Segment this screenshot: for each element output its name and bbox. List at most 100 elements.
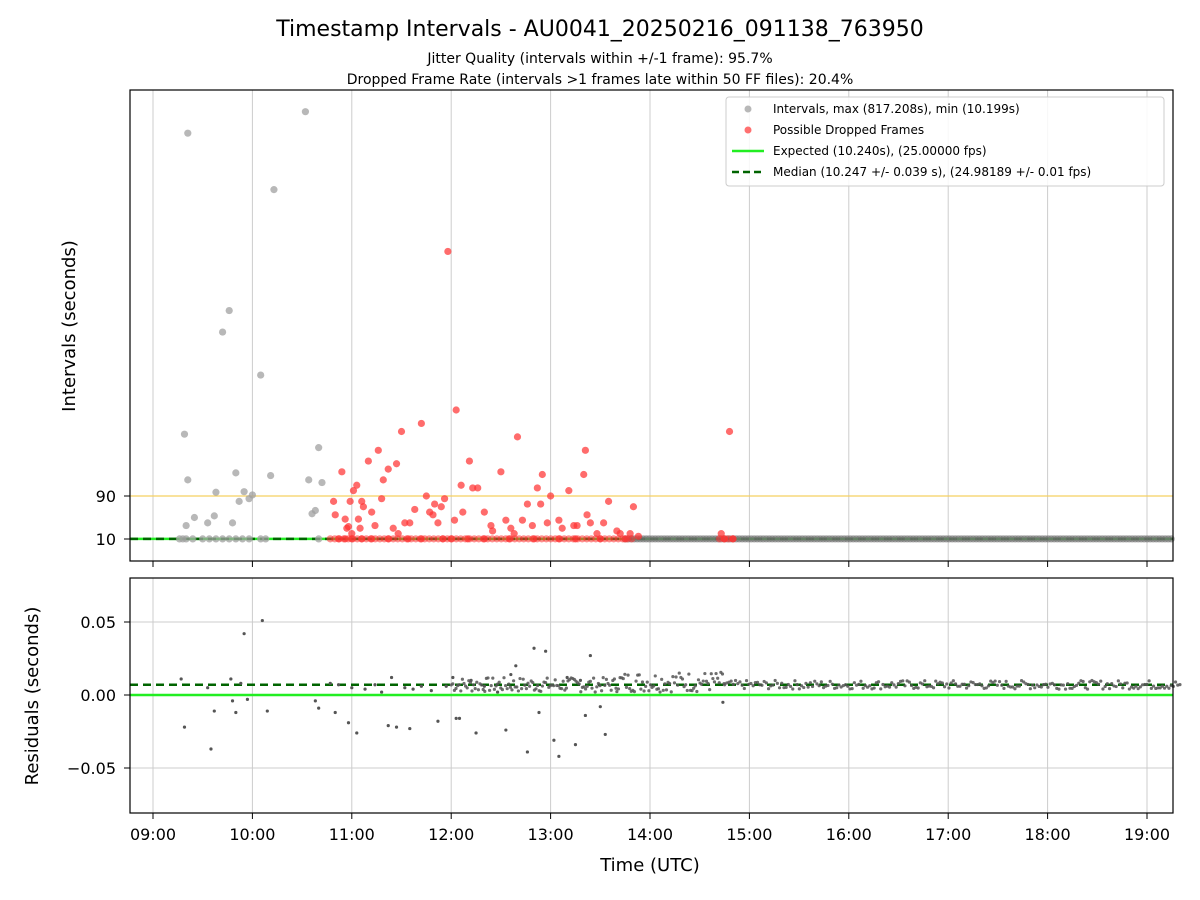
residual-point xyxy=(771,683,775,687)
intervals-plot-frame xyxy=(129,89,1174,562)
residual-point xyxy=(861,686,865,690)
interval-point xyxy=(232,469,240,477)
residual-point xyxy=(815,682,819,686)
residual-point xyxy=(386,724,390,728)
residual-point xyxy=(1000,683,1004,687)
residual-point xyxy=(465,686,469,690)
residual-point xyxy=(1096,682,1101,686)
residual-point xyxy=(515,685,519,689)
residual-point xyxy=(457,716,462,720)
interval-point xyxy=(311,506,319,515)
x-tick-label: 11:00 xyxy=(329,825,375,844)
legend-label-expected: Expected (10.240s), (25.00000 fps) xyxy=(773,144,987,158)
residual-point xyxy=(419,684,423,688)
residual-point xyxy=(797,687,801,691)
interval-point xyxy=(267,471,275,480)
residual-point xyxy=(492,687,496,691)
residual-point xyxy=(553,678,557,682)
interval-point xyxy=(212,535,220,543)
residual-point xyxy=(380,690,384,694)
interval-point xyxy=(199,535,207,543)
residual-point xyxy=(1028,687,1032,691)
residual-point xyxy=(1167,686,1171,690)
dropped-point xyxy=(543,519,551,527)
intervals-plot: 10 90 Intervals (seconds) Intervals, max … xyxy=(59,89,1175,567)
residual-point xyxy=(751,684,755,688)
residual-point xyxy=(660,677,664,681)
residual-point xyxy=(209,747,213,751)
residual-point xyxy=(1061,683,1065,687)
dropped-point xyxy=(392,460,401,468)
residual-point xyxy=(462,681,466,686)
dropped-point xyxy=(565,487,573,495)
residual-point xyxy=(742,686,746,691)
y-tick-label: 0.00 xyxy=(80,686,116,705)
residual-point xyxy=(1077,681,1081,685)
residual-point xyxy=(212,709,216,713)
residual-point xyxy=(920,682,925,686)
residual-point xyxy=(508,685,512,689)
residual-point xyxy=(714,671,718,676)
dropped-point xyxy=(329,497,338,505)
residual-point xyxy=(703,671,707,676)
residual-point xyxy=(1030,683,1035,687)
legend-box xyxy=(725,96,1165,187)
residual-point xyxy=(179,677,183,681)
interval-point xyxy=(315,444,323,452)
residual-point xyxy=(583,713,587,718)
residual-point xyxy=(457,683,461,687)
residual-point xyxy=(896,682,900,686)
residual-point xyxy=(502,676,506,680)
residual-point xyxy=(642,689,646,693)
residual-point xyxy=(901,679,905,683)
residual-point xyxy=(647,689,651,693)
dropped-point xyxy=(417,419,425,428)
residual-point xyxy=(436,719,440,723)
residual-point xyxy=(1138,685,1142,689)
dropped-point xyxy=(480,508,488,516)
dropped-point xyxy=(411,505,419,514)
dropped-point xyxy=(457,481,465,489)
residual-point xyxy=(690,689,694,693)
residual-point xyxy=(245,697,250,701)
dropped-point xyxy=(634,532,643,540)
residual-point xyxy=(1002,686,1006,691)
residual-point xyxy=(1039,685,1043,689)
interval-point xyxy=(318,478,326,487)
dropped-point xyxy=(434,519,442,527)
residual-point xyxy=(810,684,815,689)
residual-point xyxy=(795,683,799,687)
residual-point xyxy=(560,687,564,691)
residual-point xyxy=(1134,684,1138,688)
dropped-point xyxy=(406,519,414,527)
residual-point xyxy=(451,675,455,680)
interval-point xyxy=(270,186,278,194)
interval-point xyxy=(225,535,233,543)
x-tick-label: 13:00 xyxy=(528,825,574,844)
residual-point xyxy=(537,710,541,715)
residual-point xyxy=(234,710,238,715)
dropped-point xyxy=(359,503,367,511)
residual-point xyxy=(609,688,613,692)
dropped-point xyxy=(450,516,459,524)
interval-point xyxy=(218,328,227,336)
residual-point xyxy=(614,686,618,690)
residual-point xyxy=(934,679,938,683)
dropped-point xyxy=(528,521,536,530)
residual-point xyxy=(663,682,667,686)
residual-point xyxy=(664,688,669,692)
dropped-point xyxy=(338,468,346,476)
dropped-point xyxy=(389,524,397,532)
residual-point xyxy=(669,690,673,694)
residual-point xyxy=(780,681,784,685)
dropped-point xyxy=(440,495,449,503)
residual-point xyxy=(658,690,662,694)
residual-point xyxy=(668,682,672,686)
residual-point xyxy=(475,680,479,684)
residual-point xyxy=(408,726,412,731)
interval-point xyxy=(228,519,237,527)
residual-point xyxy=(777,686,782,690)
dropped-point xyxy=(474,484,482,492)
interval-point xyxy=(225,306,233,315)
